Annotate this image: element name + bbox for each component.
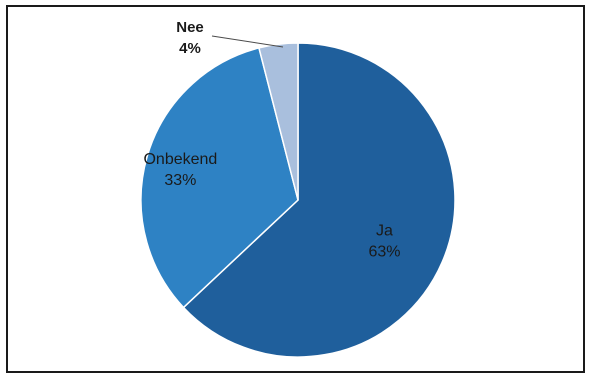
pie-slices [140, 42, 456, 358]
label-percent-ja: 63% [368, 243, 400, 260]
nee-leader-line [211, 35, 284, 48]
label-category-onbekend: Onbekend [143, 151, 217, 168]
label-category-ja: Ja [376, 222, 393, 239]
pie-slice-nee [258, 42, 299, 201]
pie-labels: Ja 63% Onbekend 33% Nee 4% [143, 19, 400, 260]
label-percent-onbekend: 33% [164, 172, 196, 189]
pie-slice-ja [182, 42, 456, 358]
label-percent-nee: 4% [179, 40, 201, 57]
pie-slice-onbekend [140, 47, 299, 309]
label-category-nee: Nee [176, 19, 204, 36]
